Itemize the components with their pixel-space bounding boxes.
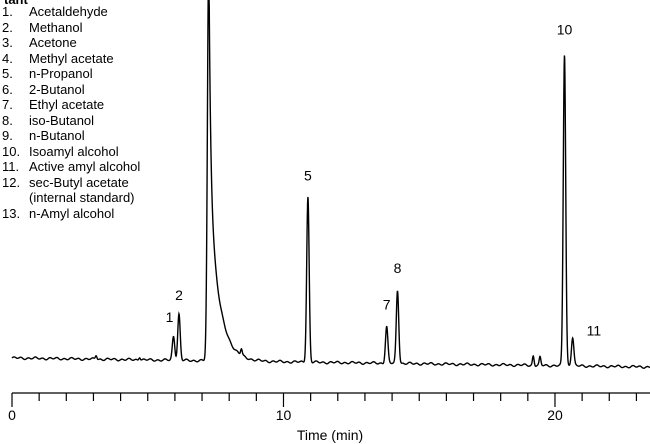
- legend-item-number: 3.: [2, 35, 13, 50]
- x-tick-label: 20: [547, 407, 563, 423]
- legend-item-number: 2.: [2, 19, 13, 35]
- legend-item-number: 5.: [2, 66, 13, 81]
- peak-labels: 12 5 7 8 10 11: [166, 21, 602, 338]
- truncated-header: tant: [4, 0, 28, 8]
- legend-item-name: n-Butanol: [29, 128, 85, 143]
- legend-item-name: iso-Butanol: [29, 112, 95, 128]
- legend-item-name: Isoamyl alcohol: [29, 143, 119, 159]
- legend-item: 7. Ethyl acetate: [2, 97, 140, 113]
- legend-item: 9. n-Butanol: [2, 128, 140, 144]
- legend-item: 5. n-Propanol: [2, 66, 140, 82]
- legend-item: 3. Acetone: [2, 35, 140, 51]
- legend-item-number: 6.: [2, 81, 13, 97]
- legend-item-number: 13.: [2, 205, 21, 221]
- legend-item-name: sec-Butyl acetate: [29, 174, 129, 190]
- legend-item-number: 8.: [2, 112, 13, 128]
- legend-item: 1. Acetaldehyde: [2, 4, 140, 20]
- legend-item-name: Methanol: [29, 19, 83, 35]
- peak-label: 11: [587, 322, 602, 338]
- peak-label: 1: [166, 309, 174, 325]
- legend-item-number: 12.: [2, 174, 21, 190]
- legend-item: 4. Methyl acetate: [2, 51, 140, 67]
- legend-item: 6. 2-Butanol: [2, 82, 140, 98]
- legend-item-name: Ethyl acetate: [29, 97, 105, 112]
- legend-list: 1. Acetaldehyde 2. Methanol 3. Acetone 4. Methy…: [2, 4, 140, 221]
- legend-item: 10. Isoamyl alcohol: [2, 144, 140, 160]
- legend-item-number: [2, 190, 29, 206]
- chromatogram-trace-layer: [11, 0, 650, 369]
- legend-item: 11. Active amyl alcohol: [2, 159, 140, 175]
- chromatogram-trace: [11, 0, 650, 369]
- legend-item: 8. iso-Butanol: [2, 113, 140, 129]
- legend-item: 2. Methanol: [2, 20, 140, 36]
- legend-item-name: Acetone: [29, 35, 77, 50]
- legend-item-name: n-Amyl alcohol: [29, 205, 115, 221]
- x-axis: 0 10 20: [8, 392, 650, 423]
- legend-item-name: Active amyl alcohol: [29, 159, 141, 174]
- x-tick-label: 10: [276, 407, 292, 423]
- legend-item-name: (internal standard): [29, 190, 135, 205]
- x-tick-label: 0: [8, 407, 16, 423]
- peak-label: 2: [175, 287, 183, 303]
- peak-label: 8: [394, 260, 402, 276]
- legend-item: (internal standard): [2, 190, 140, 206]
- legend-item-number: 9.: [2, 128, 13, 143]
- peak-label: 5: [304, 168, 312, 184]
- legend-item-number: 11.: [2, 159, 20, 174]
- legend-item: 12. sec-Butyl acetate: [2, 175, 140, 191]
- legend-item-number: 1.: [2, 4, 13, 19]
- peak-label: 10: [557, 21, 573, 37]
- legend-item-number: 10.: [2, 143, 21, 159]
- legend-item: 13. n-Amyl alcohol: [2, 206, 140, 222]
- legend-item-name: Acetaldehyde: [29, 4, 108, 19]
- peak-label: 7: [383, 296, 391, 312]
- legend-item-name: 2-Butanol: [29, 81, 85, 97]
- legend-item-name: Methyl acetate: [29, 50, 114, 66]
- x-axis-label: Time (min): [297, 427, 363, 443]
- peak-legend: tant 1.Acetaldehyde2.Methanol3.Acetone4.…: [2, 0, 140, 221]
- legend-item-name: n-Propanol: [29, 66, 93, 81]
- legend-item-number: 7.: [2, 97, 13, 112]
- legend-item-number: 4.: [2, 50, 13, 66]
